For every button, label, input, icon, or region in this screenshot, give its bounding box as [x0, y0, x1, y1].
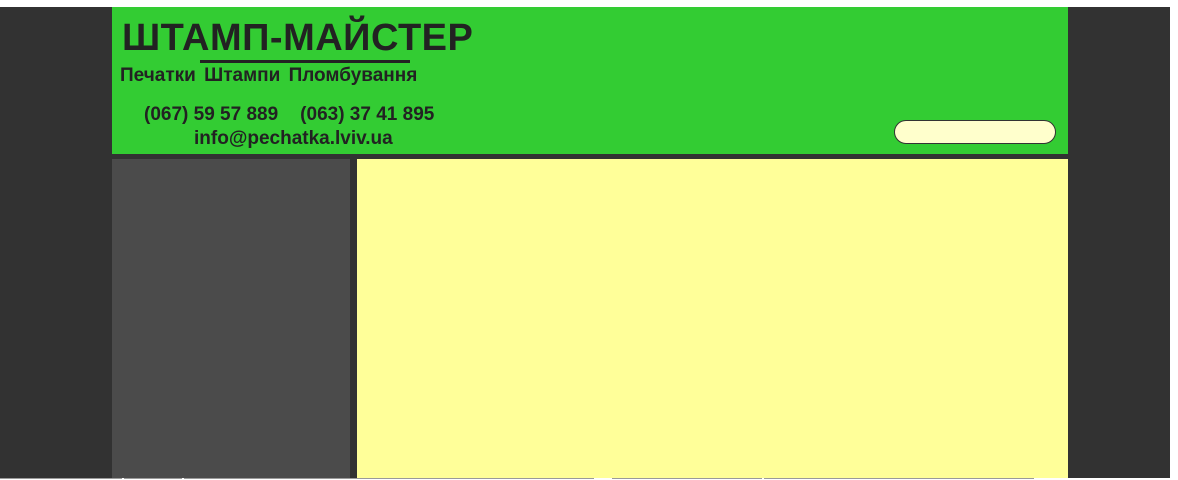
site-header: ШТАМП-МАЙСТЕР Печатки Штампи Пломбування… — [112, 7, 1068, 154]
logo-tagline: Печатки Штампи Пломбування — [120, 65, 418, 86]
phone-number-1: (067) 59 57 889 — [144, 104, 279, 125]
contact-email[interactable]: info@pechatka.lviv.ua — [194, 128, 393, 149]
logo-underline — [200, 60, 410, 63]
bottom-divider — [0, 478, 122, 479]
bottom-strip — [0, 478, 1178, 480]
bottom-divider — [764, 478, 1034, 479]
contact-phones: (067) 59 57 889 (063) 37 41 895 — [144, 104, 434, 126]
bottom-divider — [612, 478, 762, 479]
sidebar — [112, 159, 350, 478]
main-content — [357, 159, 1068, 478]
bottom-divider — [184, 478, 594, 479]
logo-title[interactable]: ШТАМП-МАЙСТЕР — [122, 17, 474, 59]
bottom-divider — [124, 478, 182, 479]
phone-number-2: (063) 37 41 895 — [300, 104, 435, 125]
search-input[interactable] — [894, 120, 1056, 144]
